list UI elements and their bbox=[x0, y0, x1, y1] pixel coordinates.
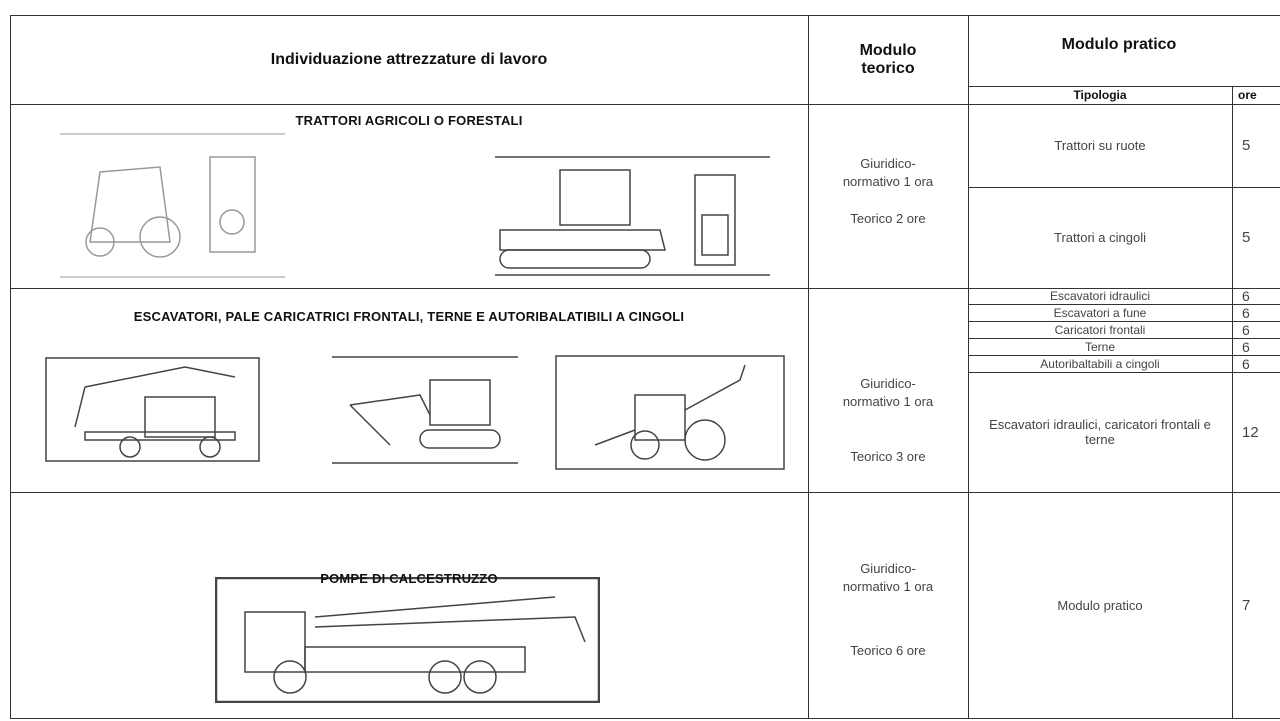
tipologia: Escavatori a fune bbox=[1053, 305, 1147, 320]
row-title: TRATTORI AGRICOLI O FORESTALI bbox=[295, 112, 523, 128]
ore: 5 bbox=[1242, 137, 1251, 154]
rule bbox=[1232, 86, 1233, 719]
teorico-text: Giuridico-normativo 1 ora bbox=[808, 155, 968, 195]
header-cell: ore bbox=[1238, 88, 1257, 102]
teorico-line: normativo 1 ora bbox=[842, 174, 934, 189]
tipologia: Caricatori frontali bbox=[1054, 322, 1146, 337]
rule bbox=[968, 372, 1280, 373]
rule bbox=[808, 15, 809, 719]
ore: 6 bbox=[1242, 338, 1250, 355]
rule bbox=[10, 104, 1280, 105]
row-title: ESCAVATORI, PALE CARICATRICI FRONTALI, T… bbox=[133, 308, 685, 324]
rule bbox=[10, 492, 1280, 493]
loader-sketch bbox=[555, 355, 785, 470]
teorico-text: Teorico 2 ore bbox=[850, 210, 926, 226]
teorico-line: normativo 1 ora bbox=[842, 579, 934, 594]
teorico-text: Teorico 6 ore bbox=[850, 642, 926, 658]
teorico-line: Giuridico- bbox=[860, 561, 916, 576]
rule bbox=[968, 187, 1280, 188]
ore: 7 bbox=[1242, 596, 1251, 614]
teorico-text: Teorico 3 ore bbox=[850, 448, 926, 464]
rule bbox=[968, 321, 1280, 322]
header-cell: Individuazione attrezzature di lavoro bbox=[270, 50, 548, 68]
tipologia: Escavatori idraulici bbox=[1049, 289, 1151, 303]
ore: 6 bbox=[1242, 321, 1250, 338]
rule bbox=[968, 355, 1280, 356]
rule bbox=[968, 338, 1280, 339]
header-cell: Modulo teorico bbox=[859, 41, 917, 77]
ore: 12 bbox=[1242, 423, 1259, 441]
teorico-line: Giuridico- bbox=[860, 376, 916, 391]
teorico-text: Giuridico-normativo 1 ora bbox=[808, 375, 968, 415]
tipologia: Trattori su ruote bbox=[1054, 138, 1146, 153]
tipologia: Autoribaltabili a cingoli bbox=[1040, 356, 1160, 371]
ore: 5 bbox=[1242, 229, 1251, 246]
ore: 6 bbox=[1242, 304, 1250, 321]
rule bbox=[10, 288, 1280, 289]
rule bbox=[10, 718, 1280, 719]
ore: 6 bbox=[1242, 355, 1250, 372]
rule bbox=[10, 15, 11, 719]
crawler-excavator-sketch bbox=[332, 356, 518, 464]
rule bbox=[968, 304, 1280, 305]
tipologia: Escavatori idraulici, caricatori frontal… bbox=[989, 417, 1211, 447]
crawler-tractor-sketch bbox=[495, 156, 770, 276]
header-cell: Tipologia bbox=[1073, 88, 1127, 102]
teorico-line: Giuridico- bbox=[860, 156, 916, 171]
rule bbox=[968, 86, 1280, 87]
tipologia: Modulo pratico bbox=[1057, 597, 1143, 613]
tipologia: Trattori a cingoli bbox=[1054, 230, 1146, 245]
rule bbox=[10, 15, 1280, 16]
tractor-sketch bbox=[60, 133, 285, 278]
rule bbox=[968, 15, 969, 719]
excavator-sketch bbox=[45, 357, 260, 462]
tipologia: Terne bbox=[1084, 339, 1116, 354]
ore: 6 bbox=[1242, 288, 1250, 304]
concrete-pump-sketch bbox=[215, 577, 600, 703]
teorico-line: normativo 1 ora bbox=[842, 394, 934, 409]
teorico-text: Giuridico-normativo 1 ora bbox=[808, 560, 968, 600]
header-cell: Modulo pratico bbox=[1061, 36, 1177, 53]
row-title: POMPE DI CALCESTRUZZO bbox=[320, 570, 498, 586]
